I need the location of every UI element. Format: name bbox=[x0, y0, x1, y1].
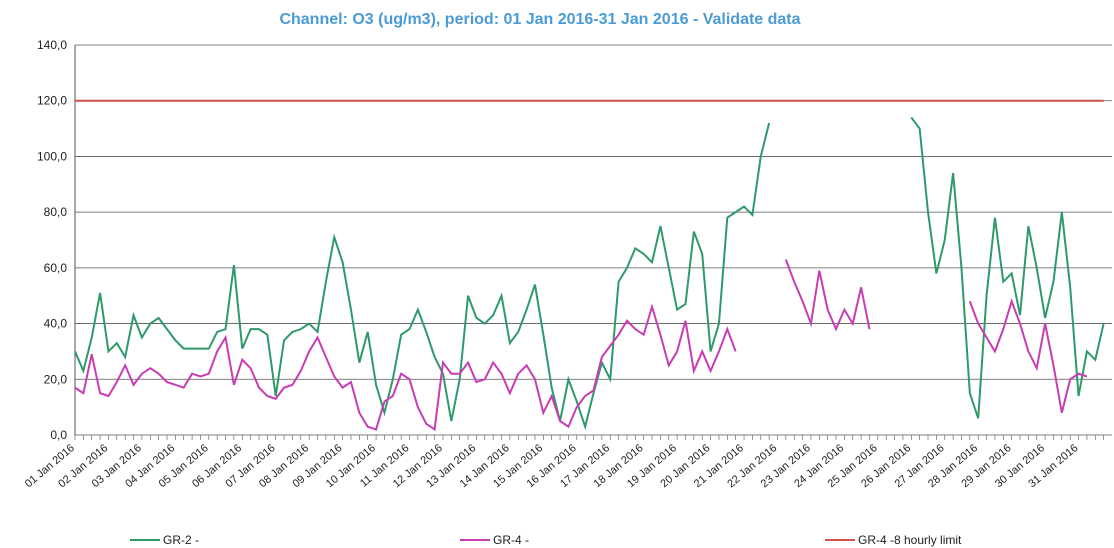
y-tick-label: 80,0 bbox=[44, 205, 68, 219]
y-tick-label: 100,0 bbox=[37, 149, 67, 163]
series-line bbox=[968, 298, 1088, 413]
legend-label: GR-4 -8 hourly limit bbox=[858, 533, 962, 547]
legend-label: GR-2 - bbox=[163, 533, 199, 547]
series-line bbox=[74, 122, 771, 431]
y-tick-label: 0,0 bbox=[50, 428, 67, 442]
y-tick-label: 40,0 bbox=[44, 317, 68, 331]
legend-label: GR-4 - bbox=[493, 533, 529, 547]
y-tick-label: 60,0 bbox=[44, 261, 68, 275]
chart-title: Channel: O3 (ug/m3), period: 01 Jan 2016… bbox=[279, 11, 800, 28]
y-tick-label: 120,0 bbox=[37, 94, 67, 108]
y-tick-label: 20,0 bbox=[44, 372, 68, 386]
y-tick-label: 140,0 bbox=[37, 38, 67, 52]
series-line bbox=[74, 303, 737, 432]
series-line bbox=[910, 116, 1105, 419]
series-line bbox=[784, 259, 871, 332]
